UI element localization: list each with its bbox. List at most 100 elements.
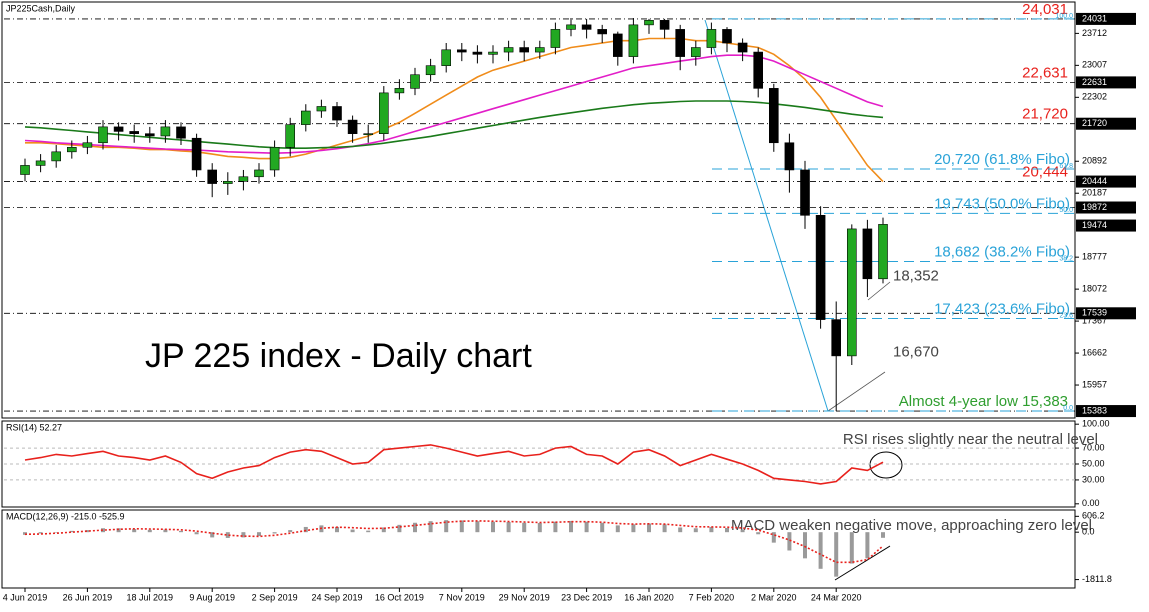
y-tick-label: 70.00	[1082, 442, 1105, 452]
y-tick-label: 606.2	[1082, 511, 1105, 521]
fibo-label: 18,682 (38.2% Fibo)	[934, 243, 1070, 260]
y-tick-label: 0.0	[1082, 527, 1095, 537]
price-box	[1076, 175, 1136, 188]
candle-body	[566, 24, 576, 30]
macd-bar	[865, 532, 870, 559]
candle-body	[332, 106, 342, 121]
macd-bar	[69, 530, 74, 533]
y-tick-label: 18072	[1082, 284, 1107, 294]
fibo-tag: 100.0	[1055, 13, 1073, 20]
candle-body	[82, 142, 93, 148]
macd-bar	[210, 532, 215, 538]
candle-body	[628, 24, 639, 57]
candle-body	[690, 47, 701, 57]
x-tick-label: 16 Jan 2020	[624, 592, 674, 602]
candle-body	[878, 224, 888, 280]
price-box-label: 19872	[1082, 202, 1107, 212]
macd-bar	[803, 532, 807, 559]
candle-body	[784, 142, 795, 171]
y-tick-label: 15957	[1082, 379, 1107, 389]
x-tick-label: 24 Sep 2019	[311, 592, 362, 602]
price-box	[1076, 201, 1136, 214]
candle-body	[534, 47, 545, 53]
fibo-label: 19,743 (50.0% Fibo)	[934, 195, 1070, 212]
candle-body	[176, 126, 186, 139]
candle-body	[51, 151, 62, 162]
macd-bar	[491, 521, 495, 533]
macd-bar	[647, 523, 651, 533]
macd-bar	[225, 532, 230, 538]
macd-annotation: MACD weaken negative move, approaching z…	[731, 517, 1092, 534]
level-label: Almost 4-year low 15,383	[899, 393, 1068, 410]
macd-bar	[522, 522, 527, 533]
macd-bar	[163, 529, 168, 533]
candle-body	[519, 47, 530, 53]
candle-body	[581, 24, 592, 30]
arrow-line	[827, 371, 886, 412]
macd-bar	[101, 528, 105, 533]
x-tick-label: 23 Dec 2019	[561, 592, 612, 602]
fibo-label: 20,720 (61.8% Fibo)	[934, 151, 1070, 168]
level-label: 21,720	[1022, 106, 1068, 123]
macd-bar	[288, 530, 293, 533]
candle-body	[737, 42, 748, 53]
candle-body	[238, 176, 249, 182]
fibo-tag: 50.0	[1059, 207, 1073, 214]
rsi-title: RSI(14) 52.27	[6, 422, 62, 432]
macd-bar	[584, 521, 589, 533]
candle-body	[269, 146, 280, 171]
candle-body	[160, 126, 171, 137]
signal-line	[24, 520, 884, 564]
y-tick-label: 18777	[1082, 252, 1107, 262]
candle-body	[503, 47, 514, 53]
y-tick-label: 20187	[1082, 188, 1107, 198]
macd-bar	[366, 530, 371, 533]
candle-body	[145, 133, 155, 137]
main-panel	[1, 1, 1076, 419]
macd-bar	[241, 532, 246, 538]
fibo-tag: 61.8	[1059, 163, 1073, 170]
moving-average	[24, 54, 884, 155]
y-tick-label: -1811.8	[1082, 574, 1112, 584]
fibo-tag: 0.0	[1063, 405, 1073, 412]
macd-bar	[756, 532, 761, 535]
chart-title: JP225Cash,Daily	[6, 3, 76, 13]
trend-line	[704, 19, 829, 412]
price-box	[1076, 405, 1136, 418]
candle-body	[300, 110, 311, 125]
candle-body	[254, 169, 264, 178]
macd-bar	[116, 528, 121, 533]
price-box-label: 24031	[1082, 13, 1107, 23]
candle-body	[363, 133, 374, 135]
macd-bar	[740, 529, 745, 533]
x-tick-label: 29 Nov 2019	[499, 592, 550, 602]
macd-bar	[444, 520, 449, 533]
note-label: 18,352	[893, 267, 939, 284]
candle-body	[753, 51, 764, 89]
y-tick-label: 23007	[1082, 60, 1107, 70]
macd-title: MACD(12,26,9) -215.0 -525.9	[6, 511, 125, 521]
x-tick-label: 2 Mar 2020	[751, 592, 797, 602]
y-tick-label: 16662	[1082, 347, 1107, 357]
x-tick-label: 24 Mar 2020	[811, 592, 862, 602]
macd-bar	[709, 526, 714, 533]
candle-body	[410, 74, 420, 89]
macd-bar	[678, 527, 683, 533]
moving-average	[24, 100, 884, 149]
macd-bar	[662, 524, 667, 533]
x-tick-label: 16 Oct 2019	[375, 592, 424, 602]
candle-body	[831, 319, 842, 357]
candle-body	[488, 51, 498, 55]
macd-bar	[881, 532, 885, 538]
candle-body	[425, 65, 436, 76]
macd-bar	[600, 522, 605, 533]
macd-bar	[147, 529, 152, 533]
candle-body	[67, 146, 77, 153]
y-tick-label: 100.00	[1082, 419, 1110, 429]
candle-body	[378, 92, 389, 134]
macd-bar	[631, 524, 636, 533]
candle-body	[472, 51, 483, 55]
macd-bar	[771, 532, 776, 543]
candle-body	[285, 124, 296, 148]
